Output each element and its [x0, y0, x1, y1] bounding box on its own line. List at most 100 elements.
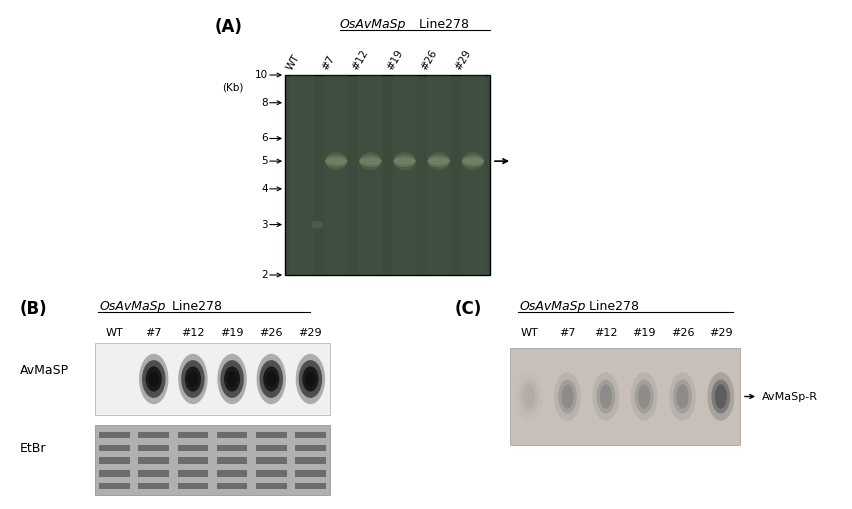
- Ellipse shape: [428, 158, 450, 164]
- Text: #29: #29: [453, 48, 473, 72]
- Text: (Kb): (Kb): [222, 82, 244, 92]
- Ellipse shape: [311, 220, 323, 229]
- Ellipse shape: [185, 366, 201, 391]
- Text: #7: #7: [146, 328, 162, 338]
- Bar: [295, 483, 325, 489]
- Bar: [461, 75, 485, 275]
- Ellipse shape: [561, 384, 573, 409]
- Text: 2: 2: [262, 270, 268, 280]
- Ellipse shape: [523, 384, 535, 409]
- Text: OsAvMaSp: OsAvMaSp: [100, 300, 166, 313]
- Ellipse shape: [224, 366, 240, 391]
- Ellipse shape: [638, 384, 650, 409]
- Ellipse shape: [462, 152, 484, 170]
- Ellipse shape: [715, 384, 727, 409]
- Ellipse shape: [394, 155, 416, 167]
- Text: EtBr: EtBr: [20, 441, 47, 455]
- Bar: [393, 75, 417, 275]
- Ellipse shape: [360, 155, 382, 167]
- Text: #12: #12: [351, 48, 371, 72]
- Bar: [256, 445, 286, 451]
- Bar: [177, 432, 208, 438]
- Text: #12: #12: [181, 328, 204, 338]
- Text: 3: 3: [262, 219, 268, 230]
- Bar: [295, 458, 325, 464]
- Text: (A): (A): [215, 18, 243, 36]
- Bar: [95, 425, 330, 495]
- Text: (B): (B): [20, 300, 48, 318]
- Text: AvMaSp-R: AvMaSp-R: [762, 391, 818, 402]
- Ellipse shape: [394, 158, 416, 164]
- Text: WT: WT: [285, 53, 302, 72]
- Text: #7: #7: [320, 53, 337, 72]
- Text: OsAvMaSp: OsAvMaSp: [340, 18, 406, 31]
- Ellipse shape: [360, 158, 382, 164]
- Ellipse shape: [148, 372, 158, 386]
- Text: #12: #12: [594, 328, 618, 338]
- Text: 4: 4: [262, 184, 268, 194]
- Ellipse shape: [305, 372, 315, 386]
- Ellipse shape: [296, 354, 325, 404]
- Ellipse shape: [178, 354, 208, 404]
- Ellipse shape: [139, 354, 169, 404]
- Ellipse shape: [227, 372, 237, 386]
- Ellipse shape: [325, 155, 348, 167]
- Ellipse shape: [146, 366, 162, 391]
- Text: #26: #26: [260, 328, 283, 338]
- Bar: [216, 458, 247, 464]
- Text: #19: #19: [632, 328, 656, 338]
- Bar: [95, 343, 330, 415]
- Text: 8: 8: [262, 98, 268, 108]
- Text: WT: WT: [521, 328, 538, 338]
- Bar: [139, 445, 169, 451]
- Bar: [100, 458, 130, 464]
- Bar: [256, 432, 286, 438]
- Ellipse shape: [558, 380, 577, 413]
- Text: #29: #29: [298, 328, 322, 338]
- Text: 5: 5: [262, 156, 268, 166]
- Bar: [216, 470, 247, 476]
- Ellipse shape: [635, 380, 653, 413]
- Bar: [139, 483, 169, 489]
- Ellipse shape: [187, 372, 198, 386]
- Bar: [510, 348, 740, 445]
- Bar: [139, 470, 169, 476]
- Bar: [177, 458, 208, 464]
- Bar: [216, 432, 247, 438]
- Text: #26: #26: [419, 48, 439, 72]
- Ellipse shape: [394, 152, 416, 170]
- Ellipse shape: [515, 372, 543, 421]
- Ellipse shape: [462, 158, 484, 164]
- Bar: [100, 483, 130, 489]
- Text: #29: #29: [709, 328, 733, 338]
- Bar: [100, 470, 130, 476]
- Bar: [216, 483, 247, 489]
- Bar: [291, 75, 314, 275]
- Ellipse shape: [630, 372, 658, 421]
- Text: AvMaSP: AvMaSP: [20, 363, 69, 377]
- Ellipse shape: [325, 152, 348, 170]
- Bar: [177, 483, 208, 489]
- Ellipse shape: [302, 366, 319, 391]
- Ellipse shape: [596, 380, 615, 413]
- Bar: [100, 445, 130, 451]
- Ellipse shape: [260, 360, 283, 398]
- Ellipse shape: [325, 158, 348, 164]
- Ellipse shape: [676, 384, 688, 409]
- Ellipse shape: [181, 360, 204, 398]
- Bar: [295, 470, 325, 476]
- Bar: [177, 445, 208, 451]
- Ellipse shape: [428, 152, 450, 170]
- Ellipse shape: [520, 380, 538, 413]
- Bar: [139, 432, 169, 438]
- Text: Line278: Line278: [585, 300, 639, 313]
- Ellipse shape: [263, 366, 279, 391]
- Ellipse shape: [669, 372, 696, 421]
- Text: (C): (C): [455, 300, 482, 318]
- Ellipse shape: [360, 152, 382, 170]
- Text: 10: 10: [255, 70, 268, 80]
- Bar: [216, 445, 247, 451]
- Bar: [100, 432, 130, 438]
- Ellipse shape: [266, 372, 276, 386]
- Text: #7: #7: [559, 328, 576, 338]
